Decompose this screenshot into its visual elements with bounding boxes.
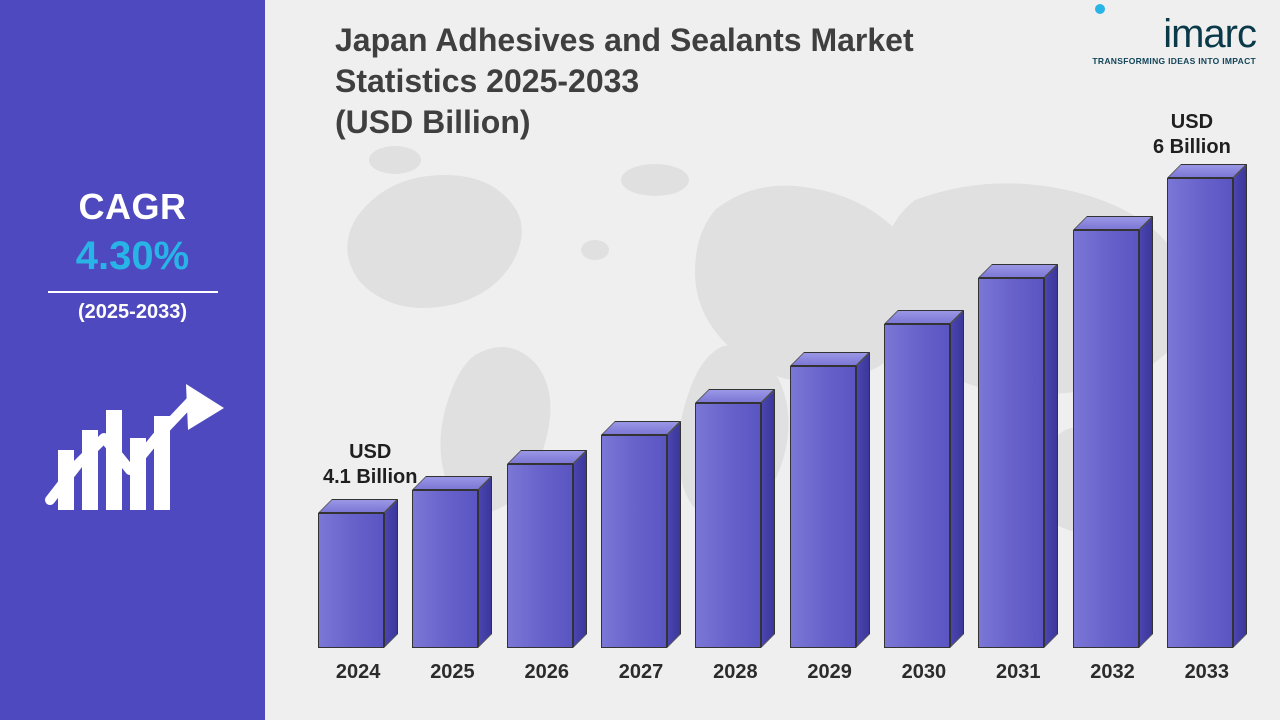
end-annot-line1: USD: [1153, 110, 1231, 135]
bar: [412, 490, 492, 648]
brand-text: imarc: [1163, 12, 1256, 56]
brand-dot-icon: [1095, 4, 1105, 14]
x-label: 2024: [318, 661, 398, 684]
bar: [790, 366, 870, 648]
bar: [884, 324, 964, 648]
bar: [1073, 230, 1153, 648]
bar-chart: USD 4.1 Billion USD 6 Billion 2024202520…: [305, 130, 1260, 690]
brand-wordmark: imarc: [1092, 14, 1256, 54]
sidebar: CAGR 4.30% (2025-2033): [0, 0, 265, 720]
cagr-label: CAGR: [79, 186, 187, 228]
x-label: 2029: [790, 661, 870, 684]
cagr-period: (2025-2033): [78, 301, 187, 324]
bar: [695, 403, 775, 648]
bar: [318, 513, 398, 648]
growth-chart-icon: [38, 360, 228, 535]
x-label: 2030: [884, 661, 964, 684]
brand-logo: imarc TRANSFORMING IDEAS INTO IMPACT: [1092, 14, 1256, 66]
x-label: 2033: [1167, 661, 1247, 684]
x-label: 2032: [1073, 661, 1153, 684]
title-line-2: Statistics 2025-2033: [335, 61, 914, 102]
bar: [1167, 178, 1247, 648]
x-label: 2025: [412, 661, 492, 684]
main-area: Japan Adhesives and Sealants Market Stat…: [265, 0, 1280, 720]
cagr-value: 4.30%: [76, 234, 189, 279]
bar: [978, 278, 1058, 648]
title-line-1: Japan Adhesives and Sealants Market: [335, 20, 914, 61]
x-label: 2031: [978, 661, 1058, 684]
bars-container: [305, 148, 1260, 648]
bar: [601, 435, 681, 648]
x-axis-labels: 2024 2025 2026 2027 2028 2029 2030 2031 2032 2033: [305, 661, 1260, 684]
page: CAGR 4.30% (2025-2033) Japan Adhesives a…: [0, 0, 1280, 720]
brand-tagline: TRANSFORMING IDEAS INTO IMPACT: [1092, 56, 1256, 66]
x-label: 2027: [601, 661, 681, 684]
divider: [48, 291, 218, 293]
bar: [507, 464, 587, 648]
x-label: 2028: [695, 661, 775, 684]
x-label: 2026: [507, 661, 587, 684]
